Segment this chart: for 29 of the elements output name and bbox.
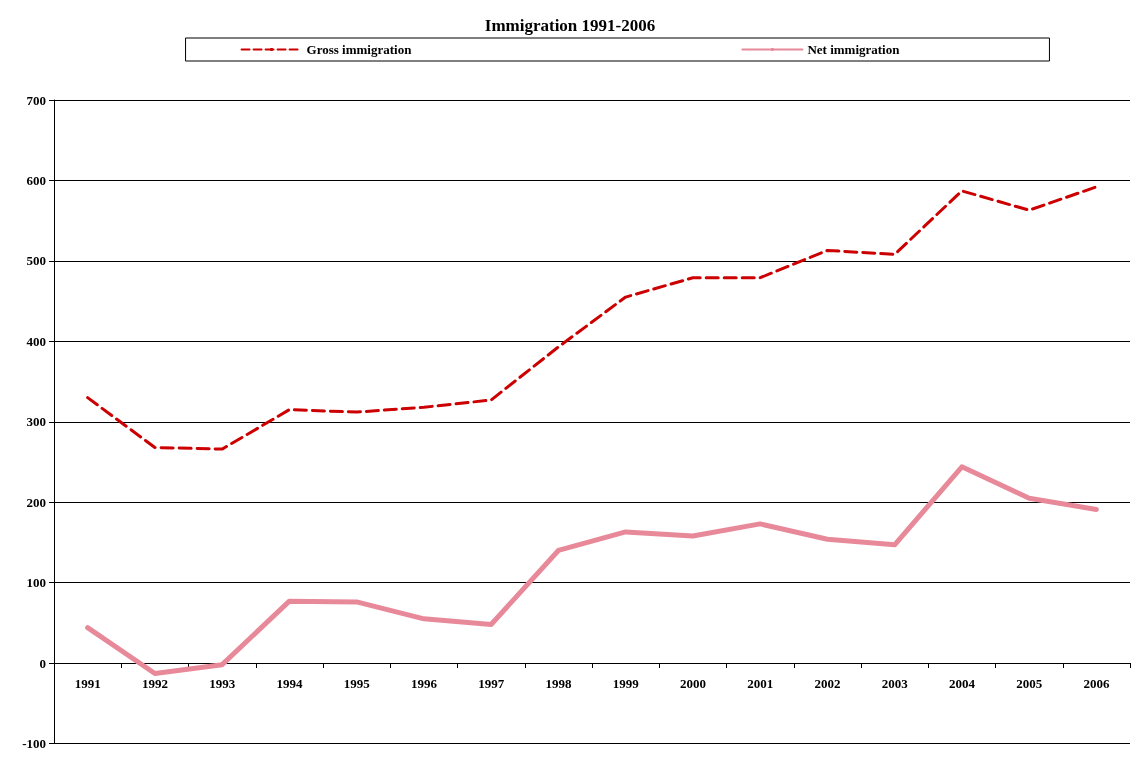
legend-label: Gross immigration — [306, 42, 413, 57]
x-tick-label: 2001 — [747, 676, 774, 691]
x-tick-label: 1999 — [612, 676, 640, 691]
x-tick-label: 1994 — [276, 676, 303, 691]
legend-label: Net immigration — [807, 42, 901, 57]
y-tick-label: 500 — [26, 253, 46, 269]
x-tick-label: 2004 — [948, 676, 976, 691]
y-tick-label: 200 — [26, 494, 46, 510]
chart-title: Immigration 1991-2006 — [484, 16, 656, 35]
y-tick-label: 300 — [26, 414, 46, 430]
x-tick-label: 2003 — [881, 676, 909, 691]
y-tick-label: -100 — [22, 736, 46, 751]
x-tick-label: 1993 — [209, 676, 236, 691]
x-tick-label: 1997 — [478, 676, 505, 691]
x-tick-label: 2002 — [814, 676, 841, 691]
y-tick-label: 400 — [26, 333, 46, 349]
x-tick-label: 1992 — [141, 676, 168, 691]
x-tick-label: 2005 — [1016, 676, 1043, 691]
x-tick-label: 1996 — [410, 676, 438, 691]
x-tick-label: 1991 — [74, 676, 101, 691]
y-tick-label: 100 — [26, 575, 46, 591]
x-tick-label: 1998 — [545, 676, 572, 691]
y-tick-label: 0 — [39, 655, 46, 671]
x-tick-label: 2006 — [1083, 676, 1110, 691]
line-series — [86, 185, 1098, 451]
x-tick-label: 1995 — [343, 676, 371, 691]
y-tick-label: 700 — [26, 92, 46, 108]
y-tick-label: 600 — [26, 172, 46, 188]
x-tick-label: 2000 — [679, 676, 706, 691]
